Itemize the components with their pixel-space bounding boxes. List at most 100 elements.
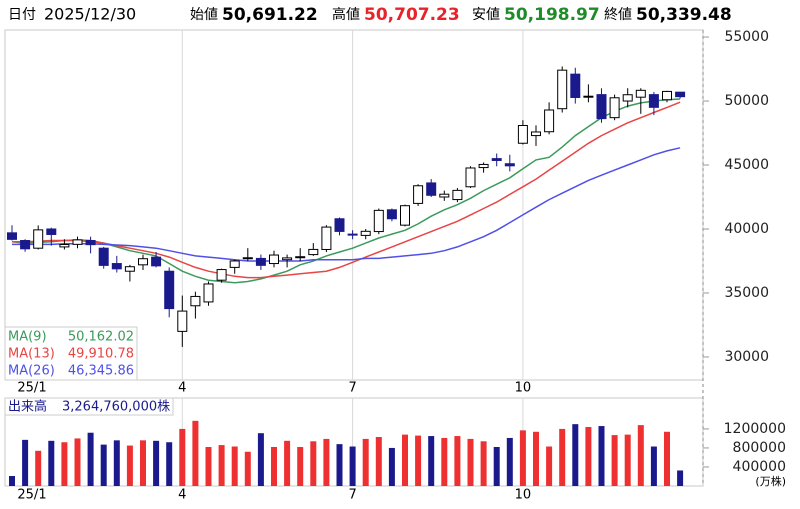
field-label: 始値 (190, 7, 218, 23)
candle-body (386, 209, 397, 220)
field-label: 終値 (604, 7, 632, 23)
volume-title: 出来高 (8, 399, 47, 415)
candle-body (544, 109, 555, 133)
candle-body (583, 95, 594, 98)
volume-bar (467, 438, 474, 486)
candle-body (531, 131, 541, 137)
candle-body (648, 94, 659, 108)
candle-body (124, 266, 135, 272)
volume-bar (271, 446, 277, 486)
legend-name: MA(13) (8, 347, 55, 362)
volume-bar (297, 446, 304, 486)
candle-body (111, 263, 122, 270)
volume-legend-box (4, 397, 174, 416)
volume-bar (637, 425, 644, 486)
candle-body (465, 167, 476, 188)
volume-bar (506, 437, 513, 486)
volume-bar (415, 435, 422, 486)
ma-line (12, 101, 681, 279)
volume-bar (87, 432, 94, 486)
volume-bar (257, 433, 264, 486)
candle-body (504, 163, 515, 167)
volume-value: 3,264,760,000株 (62, 400, 170, 415)
volume-bar (572, 424, 579, 486)
candle-body (216, 269, 227, 281)
volume-bars (9, 420, 684, 486)
volume-bar (310, 441, 317, 486)
y-tick-label: 400000 (733, 459, 786, 475)
candle-body (85, 240, 96, 246)
candle-body (334, 218, 345, 232)
candles (7, 66, 686, 347)
candle-body (373, 209, 384, 233)
volume-bar (664, 431, 670, 486)
volume-bar (35, 450, 42, 486)
volume-bar (48, 440, 55, 486)
x-tick-label: 4 (178, 488, 186, 503)
y-tick-label: 800000 (733, 440, 786, 456)
volume-bar (585, 427, 592, 486)
candle-body (426, 182, 437, 196)
candle-body (72, 239, 83, 245)
volume-bar (22, 439, 29, 486)
volume-bar (179, 428, 186, 486)
date-label: 日付 (8, 7, 36, 23)
x-tick-label: 25/1 (17, 488, 46, 503)
y-tick-label: 1200000 (724, 421, 786, 437)
candle-body (662, 90, 672, 101)
candle-body (491, 158, 502, 161)
volume-bar (611, 435, 618, 486)
field-value: 50,707.23 (364, 5, 460, 25)
y-tick-label: 40000 (724, 221, 769, 237)
candle-body (203, 283, 214, 303)
candle-body (478, 163, 489, 169)
volume-bar (323, 438, 330, 486)
legend-value: 50,162.02 (68, 330, 134, 345)
volume-bar (533, 431, 539, 486)
volume-bar (559, 428, 566, 486)
volume-bar (61, 442, 68, 486)
field-value: 50,339.48 (636, 5, 732, 25)
field-label: 高値 (332, 6, 360, 23)
volume-bar (454, 436, 461, 486)
volume-bar (493, 446, 500, 486)
legend-value: 46,345.86 (68, 364, 134, 379)
candle-body (609, 97, 620, 119)
date: 2025/12/30 (44, 5, 136, 24)
candle-body (33, 229, 44, 249)
candle-body (347, 233, 358, 236)
candle-body (255, 257, 266, 266)
volume-bar (624, 434, 631, 486)
candle-body (7, 232, 17, 240)
candle-body (46, 228, 57, 235)
volume-bar (205, 446, 212, 486)
candle-body (282, 257, 293, 261)
volume-bar (153, 440, 160, 486)
y-tick-label: 30000 (724, 349, 769, 365)
volume-bar (388, 447, 395, 486)
volume-bar (192, 420, 199, 486)
y-tick-label: 45000 (724, 157, 769, 173)
candle-body (164, 270, 175, 310)
volume-bar (140, 440, 146, 486)
candle-body (59, 244, 70, 248)
volume-bar (113, 440, 120, 486)
candle-body (177, 310, 188, 332)
field-value: 50,691.22 (222, 5, 318, 25)
volume-bar (218, 445, 225, 486)
candle-body (622, 94, 633, 102)
field-label: 安値 (472, 7, 500, 23)
volume-bar (375, 437, 382, 486)
volume-bar (677, 470, 684, 486)
volume-bar (9, 476, 15, 486)
candle-body (242, 257, 253, 260)
volume-bar (231, 446, 238, 486)
field-value: 50,198.97 (504, 5, 600, 25)
axes: 25/1 25/1 4 4 7 7 10 10 30000 35000 40000 45000 5000… (17, 30, 786, 503)
ma-line (12, 147, 681, 262)
volume-bar (598, 426, 605, 486)
legend-name: MA(9) (8, 330, 47, 345)
candle-body (20, 240, 31, 250)
candle-body (570, 73, 581, 98)
